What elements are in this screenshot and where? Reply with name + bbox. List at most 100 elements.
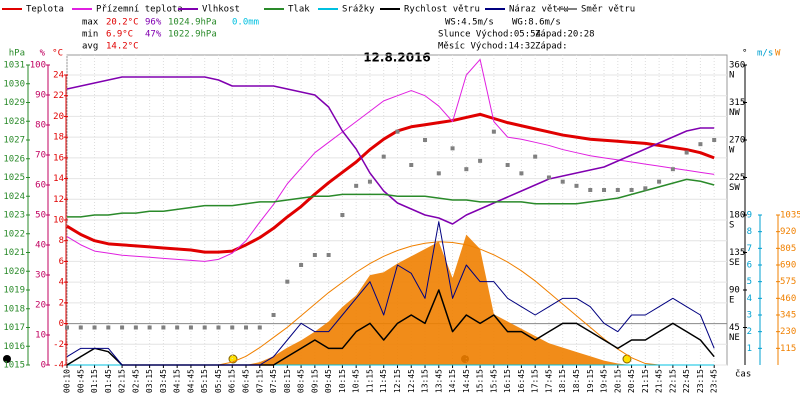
x-tick-label: 19:45 (600, 369, 609, 393)
y-tick-label: 1019 (3, 286, 25, 296)
y-tick-label: 6 (747, 261, 752, 271)
chart-title: 12.8.2016 (363, 51, 431, 65)
direction-point (574, 183, 579, 188)
stat-value: 20.2°C (106, 18, 139, 28)
legend-label: Směr větru (581, 5, 635, 15)
direction-point (657, 179, 662, 184)
x-tick-label: 16:45 (517, 369, 526, 393)
y-tick-label: 230 (780, 327, 796, 337)
stat-label: max (82, 18, 99, 28)
x-tick-label: 08:45 (297, 369, 306, 393)
y-tick-label: 8 (747, 227, 752, 237)
x-tick-label: 07:45 (269, 369, 278, 393)
axis-title: ° (742, 49, 747, 59)
stat-value: 47% (145, 30, 162, 40)
direction-point (464, 167, 469, 172)
y-tick-label: 18 (53, 133, 64, 143)
y-tick-label: 1026 (3, 154, 25, 164)
y-tick-label: 20 (53, 112, 64, 122)
direction-point (491, 129, 496, 134)
y-tick-label: 270 (729, 136, 745, 146)
direction-point (92, 325, 97, 330)
direction-point (65, 325, 69, 330)
x-tick-label: 22:45 (682, 369, 691, 393)
x-tick-label: 03:45 (159, 369, 168, 393)
x-tick-label: 12:45 (407, 369, 416, 393)
direction-point (188, 325, 193, 330)
y-tick-label: 1017 (3, 323, 25, 333)
x-tick-label: 16:15 (503, 369, 512, 393)
tick-name: N (729, 71, 734, 81)
series-line (67, 178, 715, 218)
x-tick-label: 02:15 (118, 369, 127, 393)
x-axis-label: čas (735, 369, 751, 380)
y-tick-label: 3 (747, 311, 752, 321)
y-tick-label: 12 (53, 195, 64, 205)
legend-label: Vlhkost (202, 5, 240, 15)
y-tick-label: 4 (59, 278, 64, 288)
tick-name: SE (729, 258, 740, 268)
y-tick-label: 2 (59, 298, 64, 308)
y-tick-label: 0 (41, 361, 46, 371)
direction-point (505, 163, 510, 167)
direction-point (202, 325, 207, 330)
direction-point (643, 186, 648, 191)
legend-label: Tlak (288, 5, 310, 15)
direction-point (560, 179, 565, 184)
info-text: Západ: (535, 42, 568, 52)
x-tick-label: 12:15 (393, 369, 402, 393)
y-tick-label: 225 (729, 173, 745, 183)
y-tick-label: 360 (729, 61, 745, 71)
stat-value: 14.2°C (106, 42, 139, 52)
x-tick-label: 10:15 (338, 369, 347, 393)
y-tick-label: 14 (53, 174, 64, 184)
x-tick-label: 10:45 (352, 369, 361, 393)
y-tick-label: 6 (59, 257, 64, 267)
info-text: Západ:20:28 (535, 30, 595, 40)
y-tick-label: 1027 (3, 136, 25, 146)
y-tick-label: 1028 (3, 117, 25, 127)
x-tick-label: 01:45 (104, 369, 113, 393)
x-tick-label: 17:15 (531, 369, 540, 393)
info-text: WG:8.6m/s (512, 18, 561, 28)
y-tick-label: 9 (747, 211, 752, 221)
x-tick-label: 01:15 (90, 369, 99, 393)
direction-point (602, 188, 607, 192)
info-text: WS:4.5m/s (445, 18, 494, 28)
direction-point (161, 325, 166, 330)
x-tick-label: 11:45 (379, 369, 388, 393)
direction-point (120, 325, 125, 330)
y-tick-label: 8 (59, 236, 64, 246)
direction-point (395, 129, 400, 134)
y-tick-label: 4 (747, 294, 752, 304)
x-tick-label: 18:15 (558, 369, 567, 393)
direction-point (78, 325, 83, 330)
tick-name: NW (729, 108, 740, 118)
y-tick-label: 30 (35, 271, 46, 281)
sun-curve (218, 241, 660, 366)
y-tick-label: 45 (729, 323, 740, 333)
direction-point (312, 253, 317, 257)
icon (3, 355, 11, 363)
direction-point (698, 142, 703, 147)
y-tick-label: 16 (53, 153, 64, 163)
stat-value: 6.9°C (106, 30, 133, 40)
x-tick-label: 21:45 (655, 369, 664, 393)
y-tick-label: 1030 (3, 79, 25, 89)
direction-point (230, 325, 235, 330)
tick-name: NE (729, 333, 740, 343)
y-tick-label: 1025 (3, 173, 25, 183)
x-tick-label: 17:45 (544, 369, 553, 393)
x-tick-label: 07:15 (255, 369, 264, 393)
y-tick-label: 22 (53, 91, 64, 101)
info-text: Slunce Východ:05:54 (438, 30, 541, 40)
x-tick-label: 18:45 (572, 369, 581, 393)
y-tick-label: 90 (729, 286, 740, 296)
stat-value: 1022.9hPa (168, 30, 217, 40)
y-tick-label: 0 (59, 319, 64, 329)
x-tick-label: 20:15 (613, 369, 622, 393)
y-tick-label: 1029 (3, 98, 25, 108)
x-tick-label: 23:45 (710, 369, 719, 393)
y-tick-label: 20 (35, 301, 46, 311)
